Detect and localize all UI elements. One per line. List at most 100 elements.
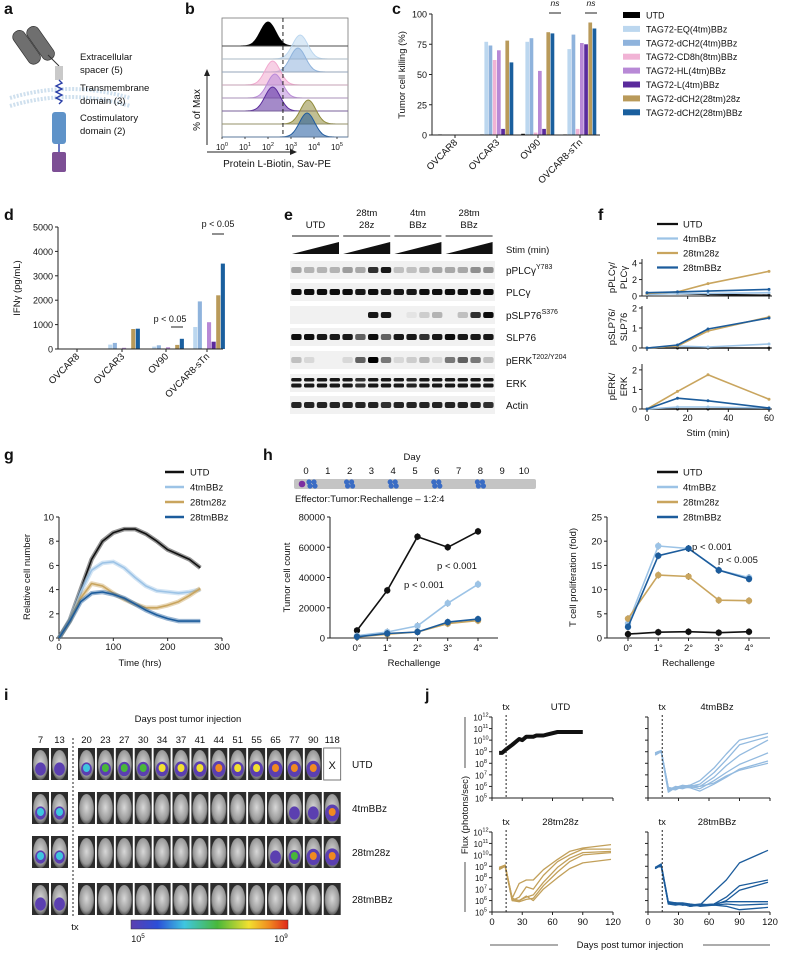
mouse-silhouette xyxy=(154,885,170,915)
bar xyxy=(108,344,113,349)
stim-gradient-triangle-icon xyxy=(343,242,391,254)
histogram-curve xyxy=(222,99,348,125)
tick-label: 1011 xyxy=(474,724,489,734)
day-label: 55 xyxy=(251,735,262,746)
blot-band xyxy=(483,357,494,363)
group-label: BBz xyxy=(409,220,427,231)
y-tick-label: 80000 xyxy=(299,513,325,524)
blot-band xyxy=(342,289,353,295)
blot-band xyxy=(355,289,366,295)
blot-band xyxy=(393,402,404,408)
treatment-label: tx xyxy=(659,702,667,713)
tick-exponent: 10 xyxy=(482,736,488,742)
tumor-cell-icon xyxy=(480,483,486,489)
tick-exponent: 10 xyxy=(482,850,488,856)
series-line xyxy=(646,397,770,410)
legend-label: TAG72-dCH2(28tm)BBz xyxy=(646,108,743,118)
mouse-silhouette xyxy=(192,885,208,915)
blot-band xyxy=(419,267,430,273)
tick-base: 10 xyxy=(475,760,484,769)
row-label: 28tm28z xyxy=(352,848,390,859)
series-line xyxy=(646,317,770,349)
data-point xyxy=(645,407,649,411)
bioluminescence-signal xyxy=(54,762,65,776)
y-tick-label: 8 xyxy=(49,537,54,548)
legend-swatch xyxy=(623,39,640,46)
y-axis-label: IFNγ (pg/mL) xyxy=(12,260,23,315)
blot-band xyxy=(444,378,456,382)
protein-name: Actin xyxy=(506,401,528,412)
y-tick-label: 6 xyxy=(49,561,54,572)
bar xyxy=(550,33,555,135)
blot-band xyxy=(393,334,404,340)
blot-band xyxy=(291,267,302,273)
data-point xyxy=(384,630,391,637)
blot-band xyxy=(457,402,468,408)
blot-band xyxy=(457,378,468,382)
tumor-cell-icon xyxy=(344,479,350,485)
tick-base: 10 xyxy=(474,840,483,849)
imaging-title: Days post tumor injection xyxy=(135,714,242,725)
effector-cell-icon xyxy=(298,480,306,488)
blot-row-label: pERKT202/Y204 xyxy=(506,354,566,367)
day-label: 20 xyxy=(81,735,92,746)
mouse-silhouette xyxy=(79,885,94,915)
x-tick-label: 60 xyxy=(704,917,715,928)
x-axis-label: Stim (min) xyxy=(686,428,729,439)
data-point xyxy=(676,405,679,409)
blot-band xyxy=(406,402,417,408)
blot-band xyxy=(432,267,443,273)
data-point xyxy=(444,544,451,551)
blot-band xyxy=(368,383,379,388)
blot-band xyxy=(393,378,404,382)
mouse-silhouette xyxy=(154,838,170,868)
mouse-silhouette xyxy=(249,794,265,824)
treatment-label: tx xyxy=(659,817,667,828)
blot-band xyxy=(304,357,315,363)
blot-band xyxy=(483,378,494,382)
day-label: 23 xyxy=(100,735,111,746)
day-label: 2 xyxy=(347,466,352,477)
legend-swatch xyxy=(623,25,640,32)
x-tick-label: 0 xyxy=(645,917,650,928)
blot-band xyxy=(317,312,327,318)
blot-band xyxy=(342,312,352,318)
tick-base: 10 xyxy=(239,143,248,152)
domain-label: spacer (5) xyxy=(80,65,123,76)
blot-strip xyxy=(290,396,495,414)
blot-band xyxy=(355,334,366,340)
legend-label: TAG72-EQ(4tm)BBz xyxy=(646,24,728,34)
blot-band xyxy=(355,267,366,273)
stim-gradient-triangle-icon xyxy=(394,242,442,254)
blot-band xyxy=(470,312,481,318)
tick-base: 10 xyxy=(475,897,484,906)
day-label: 9 xyxy=(500,466,505,477)
data-point xyxy=(474,528,482,535)
treatment-label: tx xyxy=(502,702,510,713)
bar xyxy=(497,50,501,135)
x-tick-label: 40 xyxy=(723,413,733,423)
x-tick-label: 0 xyxy=(644,413,649,423)
blot-strip xyxy=(290,351,495,369)
mouse-silhouette xyxy=(192,794,208,824)
day-label: 77 xyxy=(289,735,300,746)
blot-band xyxy=(483,267,494,273)
blot-band xyxy=(406,378,417,382)
x-tick-label: 0 xyxy=(56,642,61,653)
category-label: OVCAR8 xyxy=(47,351,82,386)
blot-band xyxy=(342,378,353,382)
subplot-title: 28tmBBz xyxy=(698,817,737,828)
blot-band xyxy=(316,383,328,388)
tumor-cell-icon xyxy=(387,479,393,485)
bar xyxy=(538,70,542,135)
panel-letter: d xyxy=(4,207,14,224)
x-axis-label: Rechallenge xyxy=(388,658,441,669)
blot-band xyxy=(419,383,430,388)
mouse-silhouette xyxy=(305,885,321,915)
colorbar xyxy=(130,919,289,930)
x-tick-label: 4° xyxy=(744,643,753,654)
blot-band xyxy=(470,383,481,388)
day-label: 13 xyxy=(54,735,65,746)
mouse-silhouette xyxy=(173,794,189,824)
blot-band xyxy=(457,383,468,388)
